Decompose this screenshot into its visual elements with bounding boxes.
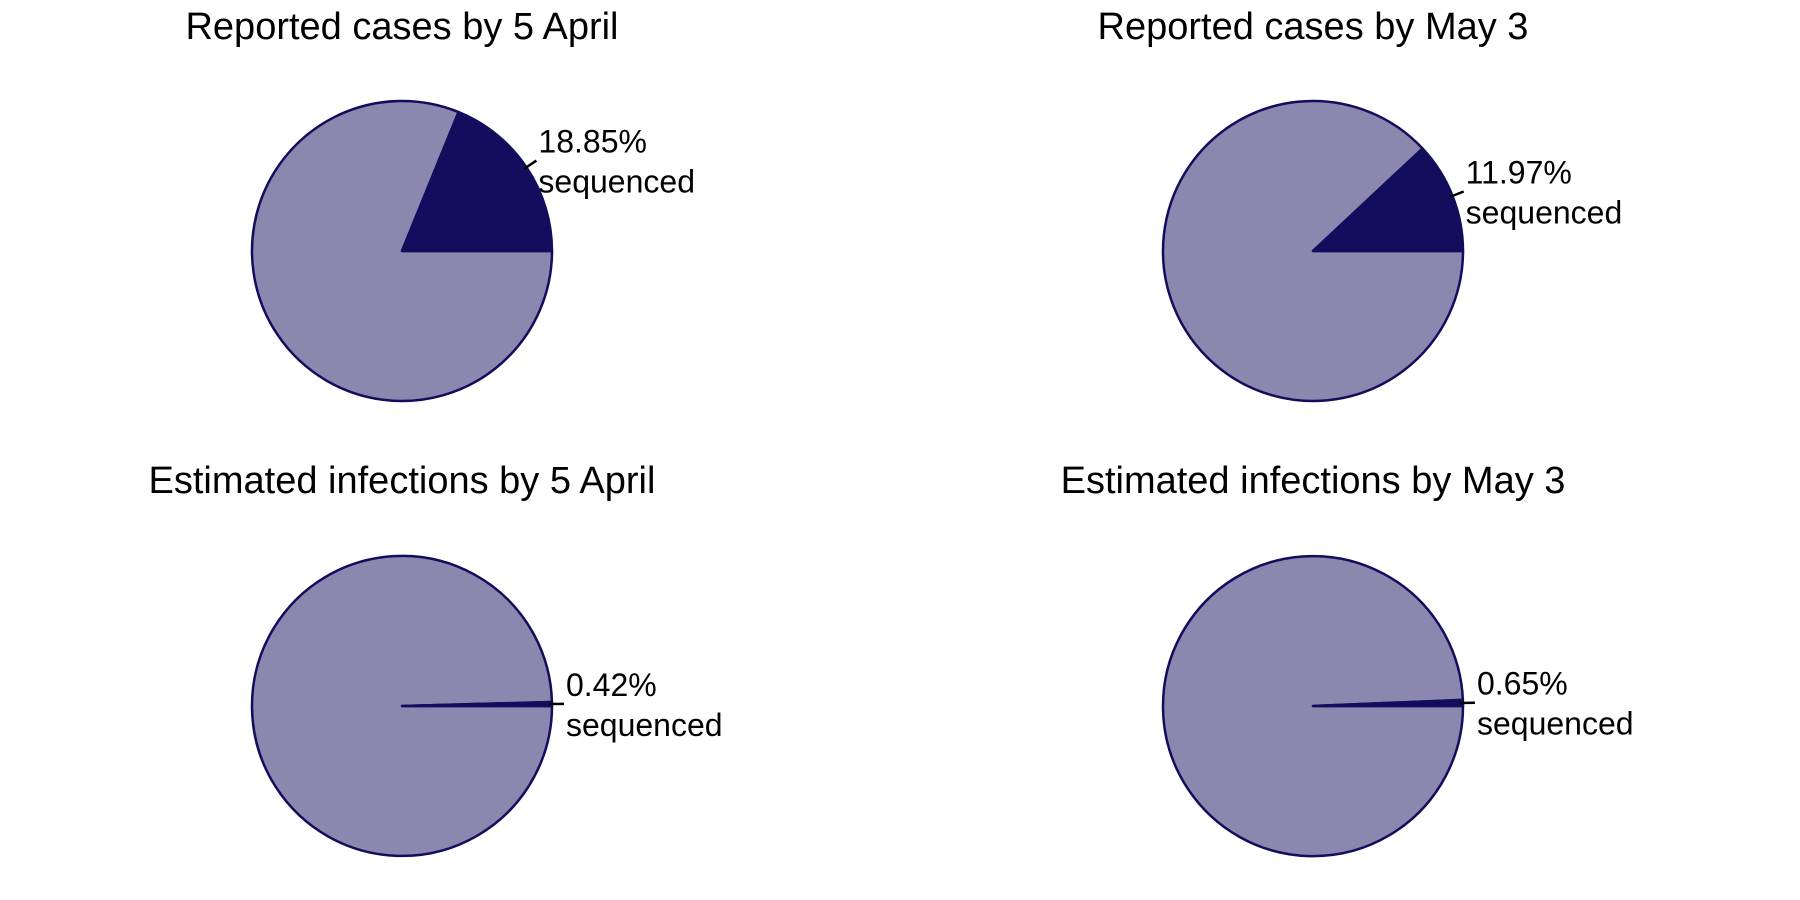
pie-title: Reported cases by May 3 (1098, 6, 1529, 48)
pie-panel-reported-april: Reported cases by 5 April 18.85% sequenc… (185, 6, 695, 403)
pie-title: Estimated infections by May 3 (1061, 460, 1566, 502)
pie-panel-infections-april: Estimated infections by 5 April 0.42% se… (149, 460, 723, 858)
slice-percent-label: 0.42% (566, 667, 657, 703)
slice-percent-label: 18.85% (538, 124, 647, 160)
slice-name-label: sequenced (538, 164, 695, 200)
label-leader-line (523, 159, 538, 170)
pie-panel-reported-may: Reported cases by May 3 11.97% sequenced (1098, 6, 1623, 403)
pie-title: Estimated infections by 5 April (149, 460, 656, 502)
slice-percent-label: 11.97% (1466, 155, 1572, 191)
pie-panel-infections-may: Estimated infections by May 3 0.65% sequ… (1061, 460, 1634, 858)
slice-percent-label: 0.65% (1477, 666, 1568, 702)
slice-name-label: sequenced (1466, 195, 1623, 231)
slice-name-label: sequenced (1477, 706, 1634, 742)
slice-name-label: sequenced (566, 707, 723, 743)
pie-slice-remaining (1161, 99, 1465, 403)
label-leader-line (1449, 190, 1465, 199)
pie-title: Reported cases by 5 April (185, 6, 618, 48)
